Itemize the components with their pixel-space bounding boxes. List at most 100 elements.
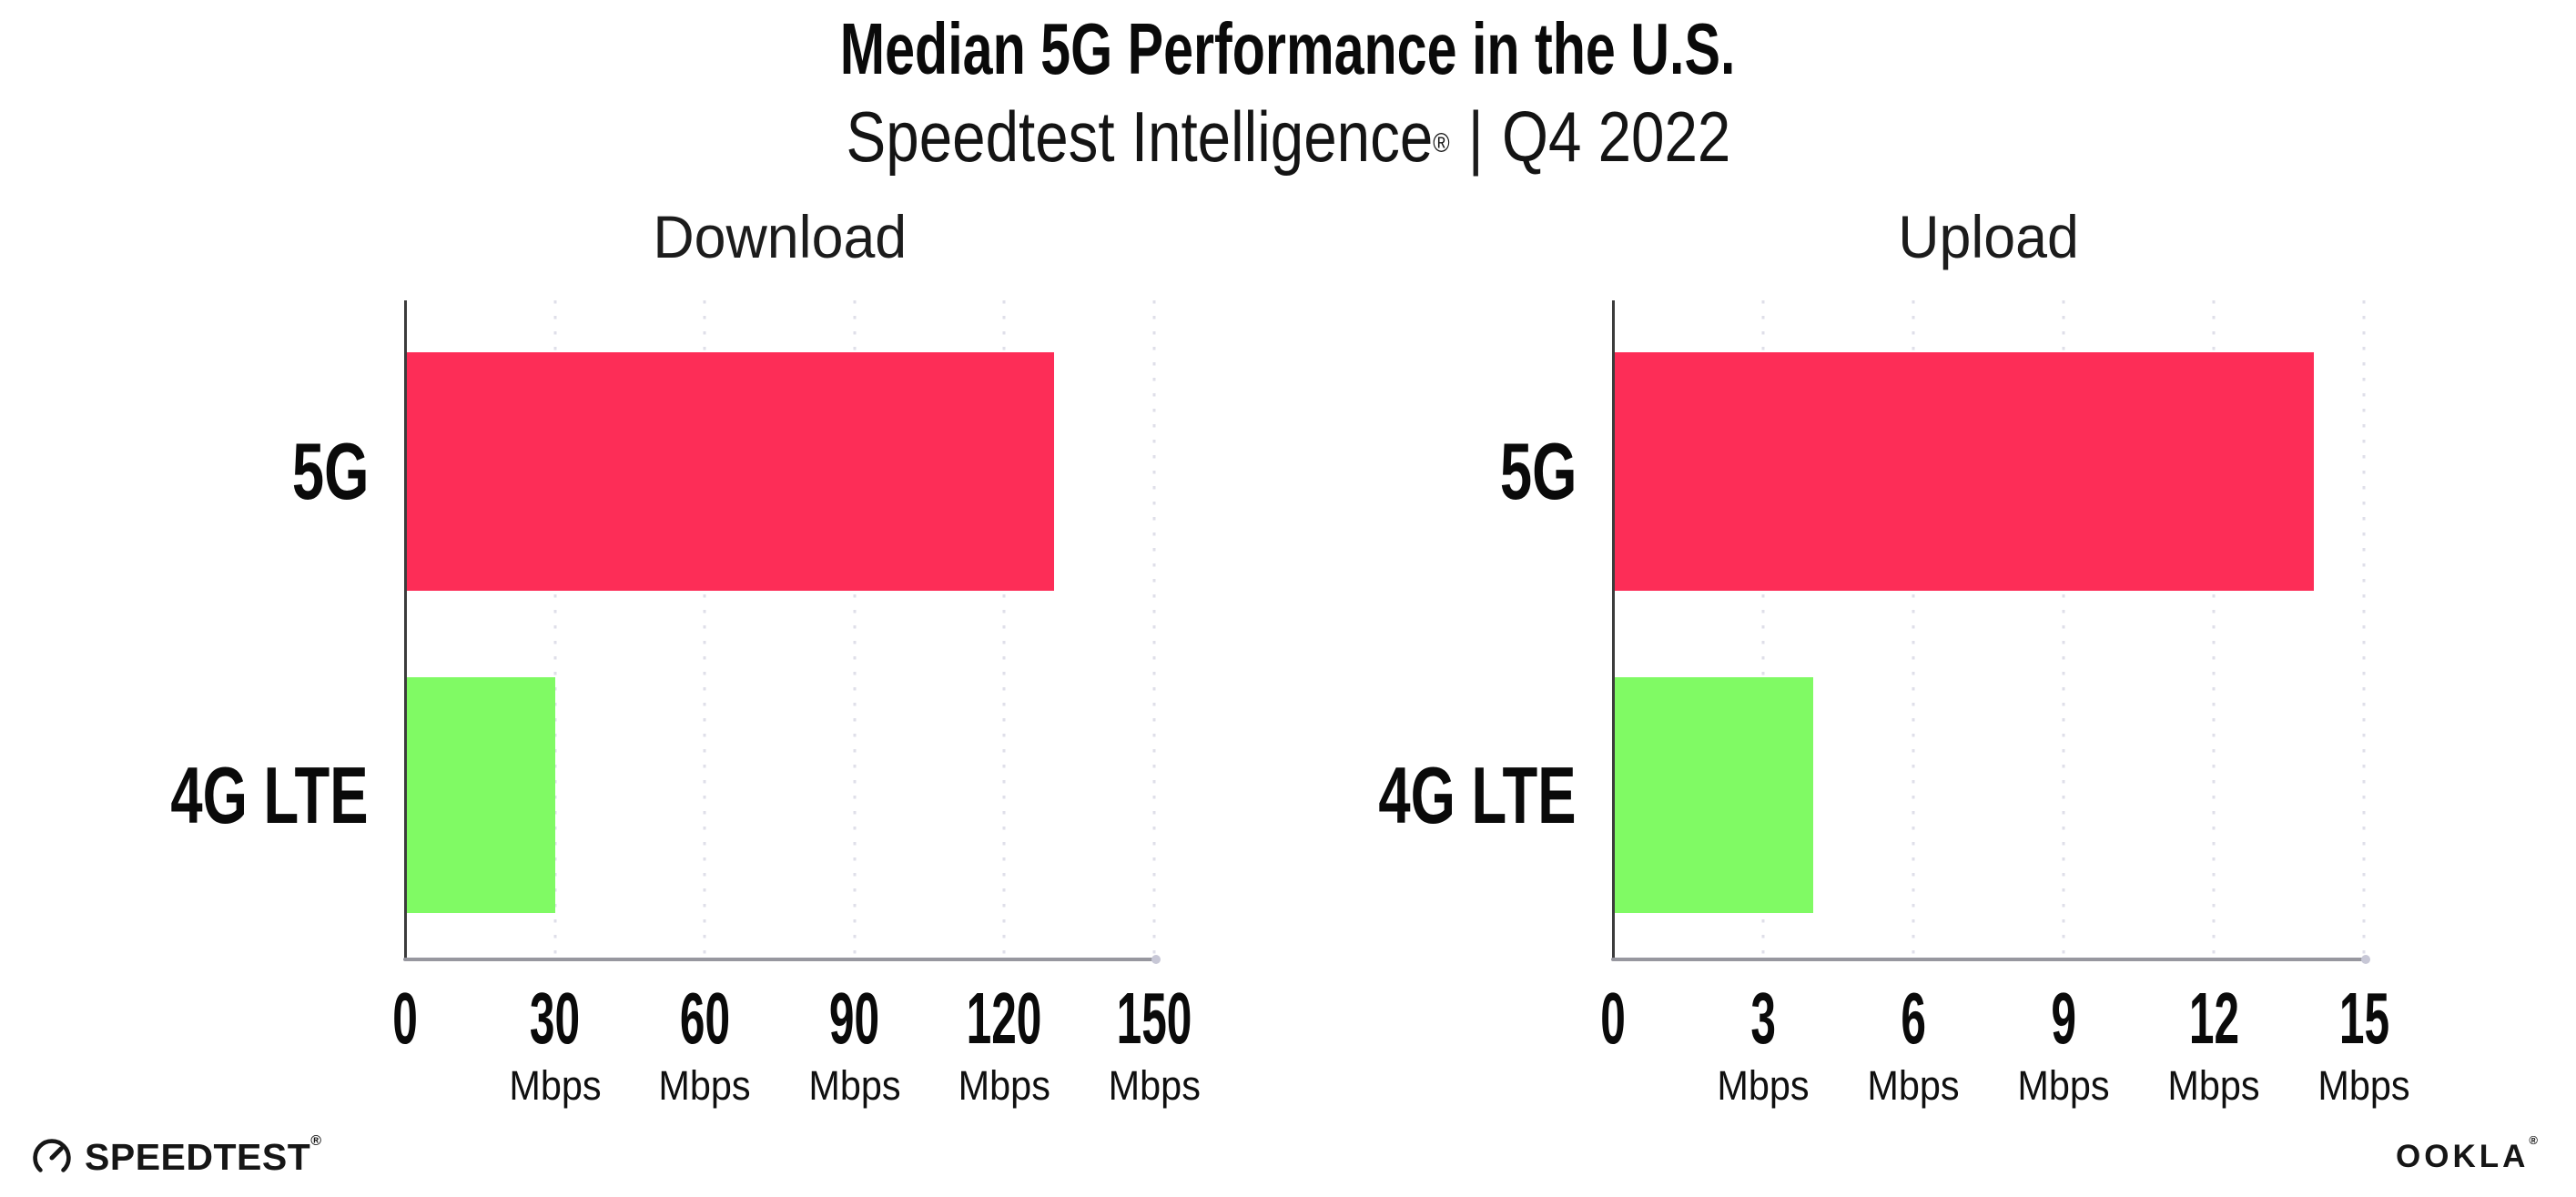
ookla-wordmark-text: OOKLA xyxy=(2396,1139,2530,1174)
gridline-3 xyxy=(1761,300,1765,959)
registered-mark: ® xyxy=(1432,128,1450,158)
y-axis-line xyxy=(404,300,407,959)
speedtest-gauge-icon xyxy=(33,1138,71,1177)
x-tick-value: 12 xyxy=(2164,981,2264,1056)
chart-title-upload: Upload xyxy=(1613,198,2364,275)
x-tick-9: 9 Mbps xyxy=(2013,981,2114,1109)
bar-5g xyxy=(405,352,1055,591)
x-tick-value-text: 12 xyxy=(2188,978,2239,1059)
x-tick-value: 0 xyxy=(1593,981,1634,1056)
plot-area xyxy=(403,300,1161,964)
gridline-30 xyxy=(553,300,557,959)
x-tick-value: 15 xyxy=(2314,981,2414,1056)
x-tick-30: 30 Mbps xyxy=(505,981,605,1109)
x-tick-value: 3 xyxy=(1713,981,1813,1056)
x-tick-unit-text: Mbps xyxy=(1867,1062,1960,1109)
x-tick-value-text: 0 xyxy=(392,978,418,1059)
plot-area xyxy=(1611,300,2370,964)
speedtest-registered-mark: ® xyxy=(310,1133,322,1150)
x-tick-value-text: 30 xyxy=(530,978,581,1059)
x-tick-value: 6 xyxy=(1863,981,1963,1056)
chart-title-text: Upload xyxy=(1898,203,2079,270)
x-axis-end-dot xyxy=(2361,955,2370,964)
x-tick-value: 150 xyxy=(1093,981,1214,1056)
gridline-6 xyxy=(1912,300,1915,959)
chart-download: Download 5G 4G LTE 0 30 Mbps 60 Mbps 90 Mbps 120 Mb… xyxy=(171,203,1201,1109)
bar-4g-lte xyxy=(1613,677,1813,914)
subtitle-brand: Speedtest Intelligence xyxy=(846,96,1433,177)
x-tick-value: 60 xyxy=(654,981,755,1056)
speedtest-logo: SPEEDTEST® xyxy=(31,1133,322,1179)
page-title-text: Median 5G Performance in the U.S. xyxy=(840,8,1736,89)
x-tick-90: 90 Mbps xyxy=(805,981,905,1109)
x-tick-value-text: 120 xyxy=(967,978,1042,1059)
x-tick-value-text: 6 xyxy=(1901,978,1926,1059)
y-axis-line xyxy=(1612,300,1615,959)
category-label-5g: 5G xyxy=(994,425,1577,516)
x-tick-unit-text: Mbps xyxy=(1108,1062,1201,1109)
gridline-60 xyxy=(703,300,706,959)
x-tick-unit: Mbps xyxy=(505,1063,605,1109)
x-tick-value: 30 xyxy=(505,981,605,1056)
x-tick-unit: Mbps xyxy=(805,1063,905,1109)
x-tick-15: 15 Mbps xyxy=(2314,981,2414,1109)
ookla-registered-mark: ® xyxy=(2529,1133,2538,1148)
x-tick-unit-text: Mbps xyxy=(1717,1062,1810,1109)
chart-title-text: Download xyxy=(653,203,907,270)
x-tick-value: 90 xyxy=(805,981,905,1056)
chart-title-download: Download xyxy=(405,198,1154,275)
category-label-4g-lte: 4G LTE xyxy=(994,749,1577,840)
x-tick-6: 6 Mbps xyxy=(1863,981,1963,1109)
gridline-120 xyxy=(1002,300,1006,959)
x-axis-line xyxy=(1611,955,2370,964)
chart-upload: Upload 5G 4G LTE 0 3 Mbps 6 Mbps 9 Mbps 12 Mbps 15 Mb… xyxy=(1379,203,2410,1109)
x-tick-value: 9 xyxy=(2013,981,2114,1056)
x-tick-unit: Mbps xyxy=(2164,1063,2264,1109)
x-tick-3: 3 Mbps xyxy=(1713,981,1813,1109)
category-label-text: 4G LTE xyxy=(170,749,369,840)
x-tick-unit-text: Mbps xyxy=(508,1062,602,1109)
category-label-text: 4G LTE xyxy=(1378,749,1577,840)
x-tick-unit: Mbps xyxy=(944,1063,1065,1109)
x-tick-unit-text: Mbps xyxy=(2317,1062,2410,1109)
x-tick-value-text: 60 xyxy=(679,978,730,1059)
bar-4g-lte xyxy=(405,677,555,914)
x-tick-unit-text: Mbps xyxy=(808,1062,901,1109)
x-tick-0: 0 xyxy=(385,981,426,1056)
category-label-5g: 5G xyxy=(0,425,369,516)
x-tick-unit-text: Mbps xyxy=(2017,1062,2110,1109)
subtitle-period: Q4 2022 xyxy=(1501,96,1730,177)
x-tick-unit: Mbps xyxy=(1713,1063,1813,1109)
category-label-text: 5G xyxy=(1499,425,1577,516)
x-tick-120: 120 Mbps xyxy=(944,981,1065,1109)
x-tick-60: 60 Mbps xyxy=(654,981,755,1109)
category-label-text: 5G xyxy=(291,425,369,516)
gridline-9 xyxy=(2062,300,2065,959)
x-tick-unit: Mbps xyxy=(1093,1063,1214,1109)
speedtest-wordmark-text: SPEEDTEST xyxy=(85,1136,311,1178)
x-tick-unit: Mbps xyxy=(1863,1063,1963,1109)
x-tick-value: 0 xyxy=(385,981,426,1056)
x-tick-value-text: 150 xyxy=(1116,978,1192,1059)
x-tick-value: 120 xyxy=(944,981,1065,1056)
report-subtitle-text: Speedtest Intelligence® | Q4 2022 xyxy=(846,91,1730,182)
gridline-90 xyxy=(853,300,857,959)
x-tick-unit: Mbps xyxy=(2314,1063,2414,1109)
x-tick-unit: Mbps xyxy=(654,1063,755,1109)
report-subtitle: Speedtest Intelligence® | Q4 2022 xyxy=(0,91,2576,182)
gridline-15 xyxy=(2362,300,2366,959)
speedtest-wordmark: SPEEDTEST® xyxy=(85,1133,322,1179)
x-tick-150: 150 Mbps xyxy=(1093,981,1214,1109)
gridline-150 xyxy=(1152,300,1156,959)
page-title: Median 5G Performance in the U.S. xyxy=(0,4,2576,95)
bar-5g xyxy=(1613,352,2314,591)
x-tick-unit-text: Mbps xyxy=(2167,1062,2260,1109)
category-label-4g-lte: 4G LTE xyxy=(0,749,369,840)
gridline-12 xyxy=(2212,300,2216,959)
x-tick-value-text: 90 xyxy=(829,978,880,1059)
x-tick-12: 12 Mbps xyxy=(2164,981,2264,1109)
x-tick-unit-text: Mbps xyxy=(658,1062,751,1109)
x-tick-value-text: 0 xyxy=(1600,978,1626,1059)
x-axis-line xyxy=(403,955,1161,964)
